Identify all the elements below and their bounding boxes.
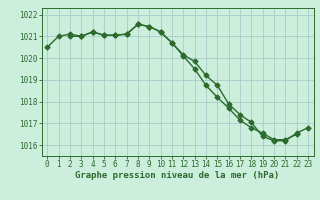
X-axis label: Graphe pression niveau de la mer (hPa): Graphe pression niveau de la mer (hPa) xyxy=(76,171,280,180)
